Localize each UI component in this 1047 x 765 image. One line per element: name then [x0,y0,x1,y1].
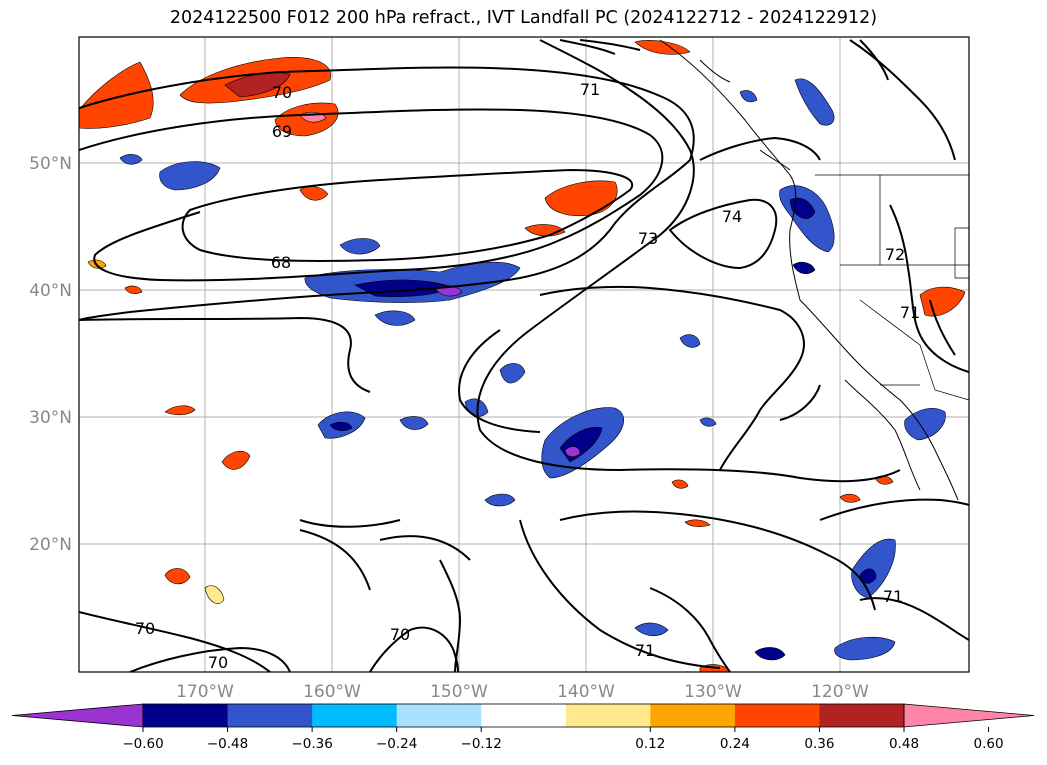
lat-label: 50°N [29,154,72,174]
contour-label: 70 [390,625,410,644]
colorbar-tick-label: 0.48 [889,736,919,752]
colorbar-tick-label: −0.24 [376,736,417,752]
contour-label: 72 [885,245,905,264]
colorbar-tick-label: 0.24 [720,736,750,752]
contour-label: 71 [580,80,600,99]
latitude-labels: 50°N 40°N 30°N 20°N [29,154,72,555]
contour-label: 70 [272,83,292,102]
refractivity-contours [79,39,969,672]
lon-label: 120°W [811,682,869,702]
colorbar-tick-label: 0.60 [974,736,1004,752]
positive-anomaly-shading [79,40,966,672]
map-title: 2024122500 F012 200 hPa refract., IVT La… [169,8,878,28]
colorbar-segment [819,704,905,727]
colorbar-segment [734,704,820,727]
contour-label: 71 [900,303,920,322]
colorbar-outline [142,703,905,728]
gridlines [79,37,969,672]
contour-label: 68 [271,253,291,272]
contour-label: 73 [638,229,658,248]
colorbar-tick-label: 0.12 [635,736,665,752]
lon-label: 160°W [303,682,361,702]
colorbar-segment [565,704,651,727]
lat-label: 40°N [29,281,72,301]
colorbar: −0.60 −0.48 −0.36 −0.24 −0.12 0.12 0.24 0.36 0.4… [11,703,1035,752]
contour-label: 70 [208,653,228,672]
colorbar-tick-label: −0.48 [207,736,248,752]
borders [815,174,969,401]
lon-label: 130°W [684,682,742,702]
coastlines [659,39,959,501]
lon-label: 170°W [176,682,234,702]
colorbar-extend-high [903,703,1035,728]
contour-label: 70 [135,619,155,638]
colorbar-tick-label: −0.60 [122,736,163,752]
lat-label: 20°N [29,535,72,555]
lon-label: 150°W [430,682,488,702]
colorbar-segment [396,704,482,727]
contour-labels: 70 69 68 71 73 74 72 71 70 70 70 71 71 [135,80,920,672]
lat-label: 30°N [29,408,72,428]
colorbar-tick-label: −0.36 [291,736,332,752]
contour-label: 71 [883,587,903,606]
colorbar-segment [312,704,398,727]
colorbar-segment [650,704,736,727]
contour-label: 69 [272,122,292,141]
lon-label: 140°W [557,682,615,702]
longitude-labels: 170°W 160°W 150°W 140°W 130°W 120°W [176,682,869,702]
colorbar-extend-low [11,703,144,728]
map-frame [78,36,970,673]
contour-label: 71 [635,641,655,660]
contour-label: 74 [722,207,742,226]
colorbar-segment [143,704,229,727]
colorbar-segment [481,704,567,727]
map-panel: 70 69 68 71 73 74 72 71 70 70 70 71 71 [78,36,970,673]
colorbar-tick-label: −0.12 [461,736,502,752]
colorbar-segment [227,704,313,727]
colorbar-tick-label: 0.36 [804,736,834,752]
